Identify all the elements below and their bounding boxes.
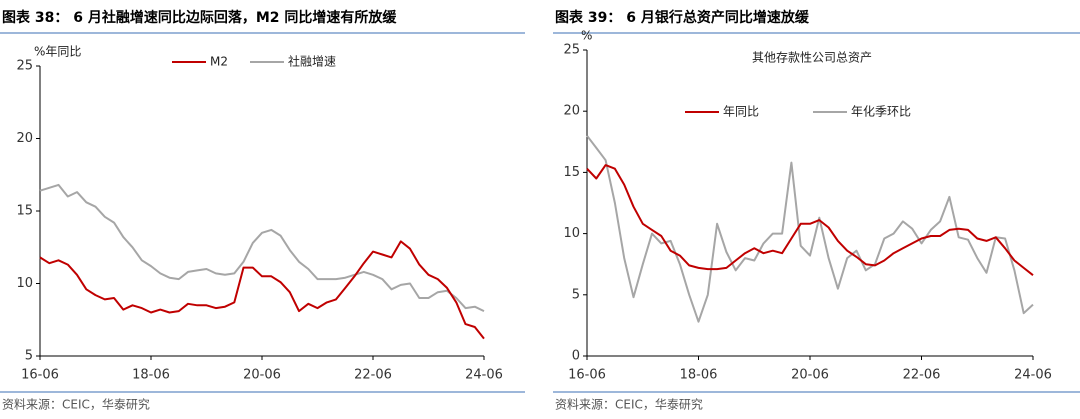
x-tick-label: 18-06: [680, 368, 718, 383]
x-tick-label: 22-06: [354, 368, 392, 383]
chart-title: 图表 38： 6 月社融增速同比边际回落，M2 同比增速有所放缓: [2, 9, 397, 26]
x-tick-label: 18-06: [132, 368, 170, 383]
y-tick-label: 15: [16, 204, 33, 219]
legend-label: 年化季环比: [851, 105, 911, 119]
annotation: 其他存款性公司总资产: [752, 51, 872, 65]
y-tick-label: 25: [16, 59, 33, 74]
y-tick-label: 20: [563, 104, 580, 119]
legend-label: 年同比: [723, 105, 759, 119]
y-tick-label: 5: [572, 287, 580, 302]
y-tick-label: 10: [563, 226, 580, 241]
y-tick-label: 0: [572, 349, 580, 364]
x-tick-label: 20-06: [243, 368, 281, 383]
x-tick-label: 24-06: [465, 368, 503, 383]
y-axis-label: %: [581, 29, 592, 43]
y-tick-label: 5: [25, 349, 33, 364]
y-axis-label: %年同比: [34, 45, 81, 59]
y-tick-label: 20: [16, 131, 33, 146]
x-tick-label: 16-06: [21, 368, 59, 383]
series-line: [586, 135, 1034, 323]
series-line: [39, 240, 485, 340]
x-tick-label: 22-06: [903, 368, 941, 383]
legend-label: 社融增速: [288, 54, 336, 69]
chart-title: 图表 39： 6 月银行总资产同比增速放缓: [555, 9, 810, 26]
source-note: 资料来源：CEIC，华泰研究: [555, 397, 703, 412]
x-tick-label: 24-06: [1014, 368, 1052, 383]
series-line: [39, 183, 485, 313]
y-tick-label: 10: [16, 276, 33, 291]
series-line: [586, 164, 1034, 276]
legend-label: M2: [210, 55, 228, 69]
y-tick-label: 15: [563, 165, 580, 180]
y-tick-label: 25: [563, 43, 580, 58]
x-tick-label: 16-06: [568, 368, 606, 383]
x-tick-label: 20-06: [791, 368, 829, 383]
source-note: 资料来源：CEIC，华泰研究: [2, 397, 150, 412]
